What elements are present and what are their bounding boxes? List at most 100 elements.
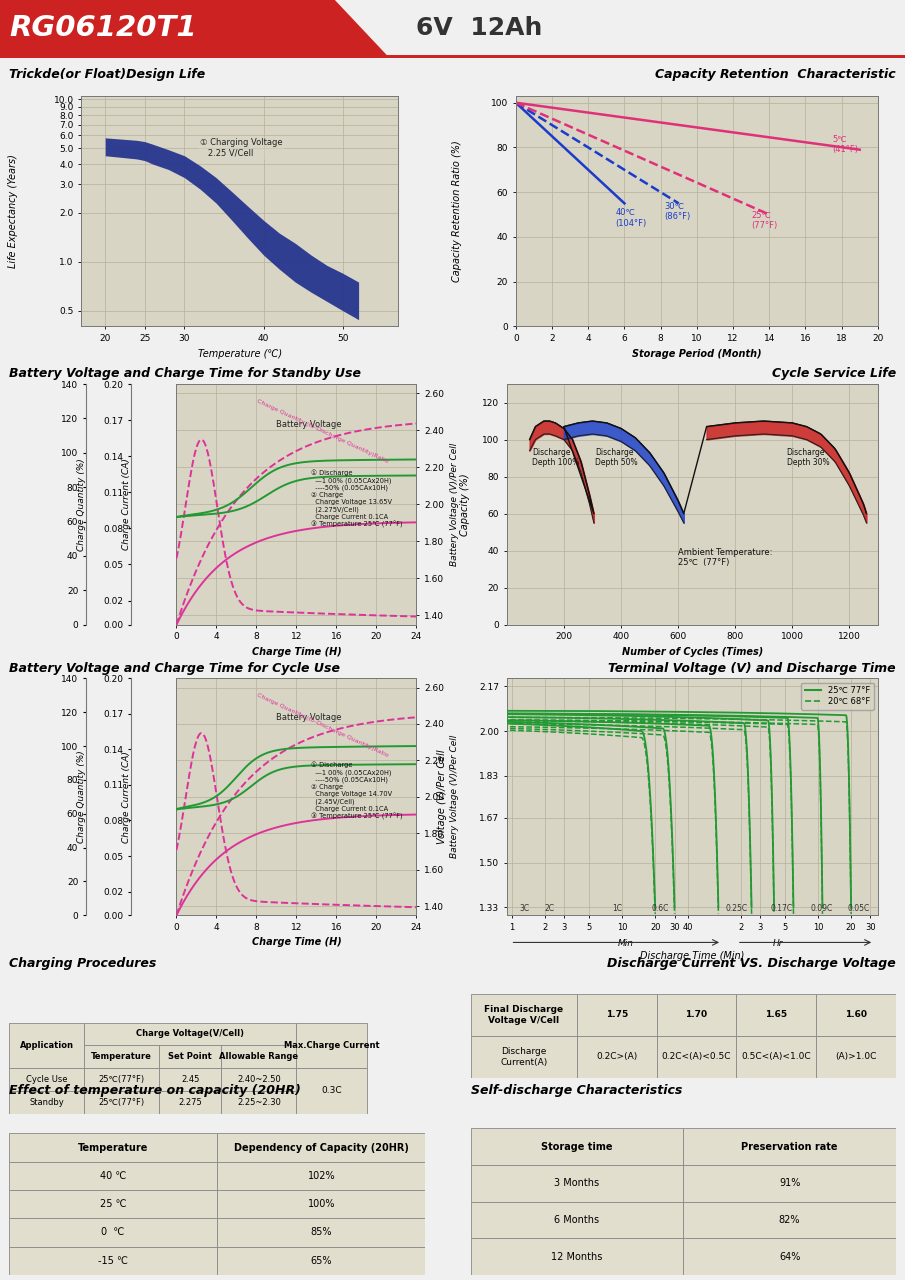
Bar <box>683 1165 896 1202</box>
Text: Min: Min <box>617 940 634 948</box>
Y-axis label: Voltage (V)/Per Cell: Voltage (V)/Per Cell <box>437 750 447 844</box>
Text: Dependency of Capacity (20HR): Dependency of Capacity (20HR) <box>233 1143 409 1152</box>
Y-axis label: Capacity (%): Capacity (%) <box>460 474 470 535</box>
Legend: 25℃ 77°F, 20℃ 68°F: 25℃ 77°F, 20℃ 68°F <box>802 682 873 709</box>
X-axis label: Number of Cycles (Times): Number of Cycles (Times) <box>622 646 763 657</box>
Text: Discharge
Depth 50%: Discharge Depth 50% <box>595 448 638 467</box>
Bar <box>471 1129 683 1165</box>
Text: ① Charging Voltage
   2.25 V/Cell: ① Charging Voltage 2.25 V/Cell <box>200 138 283 157</box>
Bar <box>9 1162 217 1190</box>
Bar <box>737 1036 816 1078</box>
Bar <box>577 1036 657 1078</box>
X-axis label: Charge Time (H): Charge Time (H) <box>252 937 341 947</box>
Text: Discharge
Depth 100%: Discharge Depth 100% <box>532 448 580 467</box>
Text: Allowable Range: Allowable Range <box>219 1052 299 1061</box>
Polygon shape <box>0 0 389 58</box>
Text: 0.3C: 0.3C <box>321 1087 342 1096</box>
Y-axis label: Charge Quantity (%): Charge Quantity (%) <box>77 750 86 844</box>
Text: Standby: Standby <box>29 1098 64 1107</box>
Text: Battery Voltage and Charge Time for Standby Use: Battery Voltage and Charge Time for Stan… <box>9 367 361 380</box>
Y-axis label: Charge Current (CA): Charge Current (CA) <box>122 458 131 550</box>
X-axis label: Charge Time (H): Charge Time (H) <box>252 646 341 657</box>
Text: 2.45: 2.45 <box>181 1075 199 1084</box>
Bar <box>577 995 657 1036</box>
Text: 2.275: 2.275 <box>178 1098 202 1107</box>
Bar <box>84 1046 159 1068</box>
Bar <box>657 1036 737 1078</box>
Text: 91%: 91% <box>779 1179 800 1188</box>
Bar <box>222 1068 296 1091</box>
Text: Cycle Use: Cycle Use <box>25 1075 67 1084</box>
Text: Battery Voltage: Battery Voltage <box>276 420 342 429</box>
Bar <box>471 1036 577 1078</box>
Text: Effect of temperature on capacity (20HR): Effect of temperature on capacity (20HR) <box>9 1084 301 1097</box>
Text: 12 Months: 12 Months <box>551 1252 603 1262</box>
Bar <box>471 1202 683 1238</box>
Text: 1.75: 1.75 <box>605 1010 628 1019</box>
Text: 40 ℃: 40 ℃ <box>100 1171 127 1181</box>
Text: 1C: 1C <box>612 904 622 913</box>
Y-axis label: Capacity Retention Ratio (%): Capacity Retention Ratio (%) <box>452 141 462 282</box>
Bar <box>222 1046 296 1068</box>
Text: Discharge
Current(A): Discharge Current(A) <box>500 1047 548 1066</box>
Text: 30℃
(86°F): 30℃ (86°F) <box>664 202 691 221</box>
Text: 1.70: 1.70 <box>685 1010 708 1019</box>
Text: Ambient Temperature:
25℃  (77°F): Ambient Temperature: 25℃ (77°F) <box>678 548 773 567</box>
Text: Charge Quantity (to-Discharge Quantity)Ratio: Charge Quantity (to-Discharge Quantity)R… <box>256 399 390 465</box>
X-axis label: Discharge Time (Min): Discharge Time (Min) <box>640 951 745 961</box>
Y-axis label: Charge Quantity (%): Charge Quantity (%) <box>77 458 86 550</box>
Text: Discharge
Depth 30%: Discharge Depth 30% <box>786 448 829 467</box>
Text: 64%: 64% <box>779 1252 800 1262</box>
Bar <box>683 1129 896 1165</box>
Text: Temperature: Temperature <box>78 1143 148 1152</box>
Text: Trickde(or Float)Design Life: Trickde(or Float)Design Life <box>9 68 205 81</box>
Text: (A)>1.0C: (A)>1.0C <box>835 1052 877 1061</box>
Text: 102%: 102% <box>308 1171 335 1181</box>
Text: Hr: Hr <box>772 940 783 948</box>
Text: 1.60: 1.60 <box>845 1010 867 1019</box>
Text: 2C: 2C <box>545 904 555 913</box>
Text: 0.6C: 0.6C <box>651 904 669 913</box>
Bar <box>9 1219 217 1247</box>
Text: ① Discharge
  —1 00% (0.05CAx20H)
  ----50% (0.05CAx10H)
② Charge
  Charge Volta: ① Discharge —1 00% (0.05CAx20H) ----50% … <box>311 470 403 529</box>
Text: 25℃(77°F): 25℃(77°F) <box>99 1098 145 1107</box>
Bar <box>84 1091 159 1114</box>
Text: 3C: 3C <box>519 904 529 913</box>
Bar <box>159 1091 222 1114</box>
Text: Charge Quantity (to-Discharge Quantity)Ratio: Charge Quantity (to-Discharge Quantity)R… <box>256 692 390 758</box>
Bar <box>657 995 737 1036</box>
Text: 25℃(77°F): 25℃(77°F) <box>99 1075 145 1084</box>
Bar <box>217 1134 425 1162</box>
Bar <box>159 1068 222 1091</box>
Text: 0.05C: 0.05C <box>847 904 870 913</box>
Text: 2.40~2.50: 2.40~2.50 <box>237 1075 281 1084</box>
Text: 6 Months: 6 Months <box>555 1215 599 1225</box>
Text: 25℃
(77°F): 25℃ (77°F) <box>751 211 777 230</box>
Text: Capacity Retention  Characteristic: Capacity Retention Characteristic <box>655 68 896 81</box>
Text: Preservation rate: Preservation rate <box>741 1142 838 1152</box>
Text: Application: Application <box>20 1041 73 1050</box>
Text: 65%: 65% <box>310 1256 332 1266</box>
Text: 1.65: 1.65 <box>766 1010 787 1019</box>
Text: Self-discharge Characteristics: Self-discharge Characteristics <box>471 1084 682 1097</box>
Text: Set Point: Set Point <box>168 1052 212 1061</box>
Text: 6V  12Ah: 6V 12Ah <box>416 15 543 40</box>
Bar <box>471 1238 683 1275</box>
Y-axis label: Battery Voltage (V)/Per Cell: Battery Voltage (V)/Per Cell <box>450 443 459 566</box>
Text: Final Discharge
Voltage V/Cell: Final Discharge Voltage V/Cell <box>484 1005 563 1024</box>
Text: -15 ℃: -15 ℃ <box>98 1256 129 1266</box>
Text: Terminal Voltage (V) and Discharge Time: Terminal Voltage (V) and Discharge Time <box>608 662 896 675</box>
Bar <box>9 1134 217 1162</box>
Bar <box>217 1219 425 1247</box>
Text: 5℃
(41°F): 5℃ (41°F) <box>833 134 859 154</box>
Text: 0.25C: 0.25C <box>726 904 748 913</box>
Text: 0.09C: 0.09C <box>811 904 833 913</box>
Text: 3 Months: 3 Months <box>555 1179 599 1188</box>
Bar <box>84 1023 296 1046</box>
Text: Storage time: Storage time <box>541 1142 613 1152</box>
Bar <box>217 1190 425 1219</box>
Text: Battery Voltage and Charge Time for Cycle Use: Battery Voltage and Charge Time for Cycl… <box>9 662 340 675</box>
Bar <box>737 995 816 1036</box>
Bar <box>84 1068 159 1091</box>
Text: Charging Procedures: Charging Procedures <box>9 957 157 970</box>
